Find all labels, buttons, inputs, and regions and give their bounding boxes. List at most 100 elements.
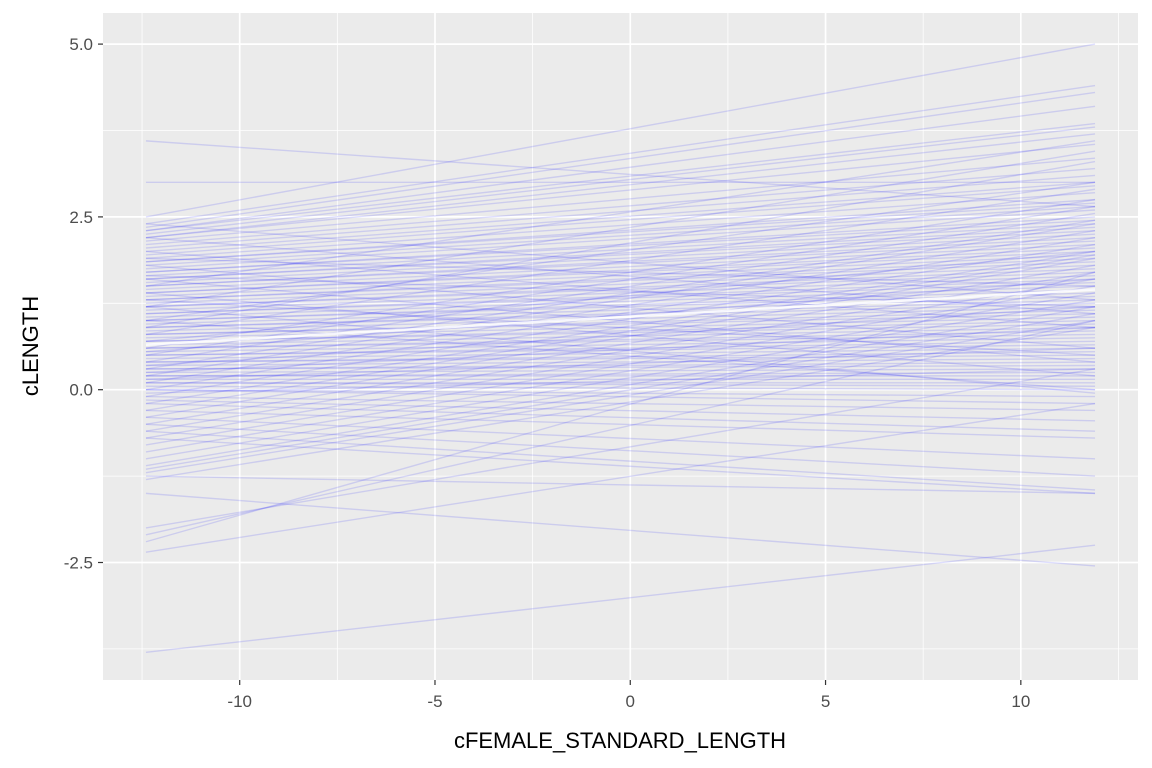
- series-line: [145, 223, 1096, 301]
- series-line: [145, 250, 1096, 343]
- series-line: [145, 140, 1096, 287]
- series-line: [145, 357, 1096, 367]
- panel-background: [103, 13, 1138, 680]
- series-line: [145, 371, 1096, 377]
- series-line: [145, 382, 1096, 387]
- series-line: [145, 230, 1096, 280]
- x-tick-label: 5: [821, 692, 830, 711]
- series-line: [145, 250, 1096, 329]
- series-line: [145, 247, 1096, 294]
- series-line: [145, 84, 1096, 225]
- series-line: [145, 140, 1096, 208]
- series-line: [145, 271, 1096, 308]
- series-line: [145, 361, 1096, 370]
- series-line: [145, 185, 1096, 256]
- series-line: [145, 278, 1096, 363]
- series-line: [145, 306, 1096, 367]
- series-line: [145, 364, 1096, 370]
- series-line: [145, 174, 1096, 249]
- series-line: [145, 264, 1096, 425]
- series-line: [145, 274, 1096, 308]
- series-line: [145, 278, 1096, 353]
- series-line: [145, 205, 1096, 356]
- series-line: [145, 347, 1096, 360]
- x-tick-label: 10: [1011, 692, 1030, 711]
- x-axis: -10 -5 0 5 10: [227, 680, 1030, 711]
- series-line: [145, 133, 1096, 239]
- series-line: [145, 105, 1096, 232]
- series-line: [145, 257, 1096, 287]
- series-line: [145, 319, 1096, 343]
- y-tick-label: -2.5: [64, 553, 93, 572]
- series-line: [145, 295, 1096, 325]
- series-line: [145, 278, 1096, 315]
- series-line: [145, 223, 1096, 377]
- series-line: [145, 219, 1096, 273]
- series-line: [145, 268, 1096, 308]
- series-line: [145, 122, 1096, 232]
- series-line: [145, 326, 1096, 346]
- series-line: [145, 309, 1096, 336]
- series-line: [145, 126, 1096, 235]
- series-line: [145, 292, 1096, 377]
- series-line: [145, 347, 1096, 381]
- series-line: [145, 264, 1096, 304]
- series-line: [145, 368, 1096, 394]
- series-line: [145, 395, 1096, 412]
- series-line: [145, 216, 1096, 273]
- series-line: [145, 236, 1096, 315]
- series-line: [145, 306, 1096, 332]
- series-line: [145, 306, 1096, 467]
- series-line: [145, 299, 1096, 460]
- series-line: [145, 281, 1096, 315]
- series-line: [145, 143, 1096, 239]
- series-line: [145, 226, 1096, 280]
- series-line: [145, 243, 1096, 291]
- series-line: [145, 209, 1096, 270]
- series-line: [145, 188, 1096, 336]
- mean-line: [145, 288, 1096, 347]
- series-line: [145, 544, 1096, 654]
- grid-minor: [103, 13, 1138, 680]
- series-line: [145, 409, 1096, 439]
- series-line: [145, 330, 1096, 349]
- series-line: [145, 350, 1096, 363]
- series-line: [145, 243, 1096, 398]
- series-line: [145, 430, 1096, 491]
- series-line: [145, 323, 1096, 343]
- series-line: [145, 368, 1096, 529]
- series-line: [145, 261, 1096, 301]
- series-line: [145, 254, 1096, 412]
- series-line: [145, 344, 1096, 356]
- series-line: [145, 278, 1096, 439]
- series-line: [145, 181, 1096, 322]
- series-line: [145, 475, 1096, 495]
- series-line: [145, 385, 1096, 391]
- series-line: [145, 230, 1096, 384]
- series-line: [145, 198, 1096, 263]
- series-line: [145, 160, 1096, 329]
- series-line: [145, 157, 1096, 242]
- series-line: [145, 302, 1096, 329]
- series-line: [145, 319, 1096, 474]
- series-line: [145, 354, 1096, 363]
- series-line: [145, 202, 1096, 263]
- series-line: [145, 326, 1096, 374]
- series-line: [145, 416, 1096, 460]
- series-line: [145, 312, 1096, 336]
- series-line: [145, 402, 1096, 432]
- series-line: [145, 288, 1096, 322]
- series-line: [145, 236, 1096, 391]
- series-line: [145, 388, 1096, 405]
- series-line: [145, 340, 1096, 356]
- series-line: [145, 257, 1096, 301]
- series-line: [145, 299, 1096, 329]
- y-tick-label: 0.0: [69, 381, 93, 400]
- series-line: [145, 292, 1096, 453]
- series-line: [145, 192, 1096, 260]
- series-line: [145, 212, 1096, 363]
- series-line: [145, 264, 1096, 349]
- series-lines: [145, 43, 1096, 654]
- series-line: [145, 250, 1096, 405]
